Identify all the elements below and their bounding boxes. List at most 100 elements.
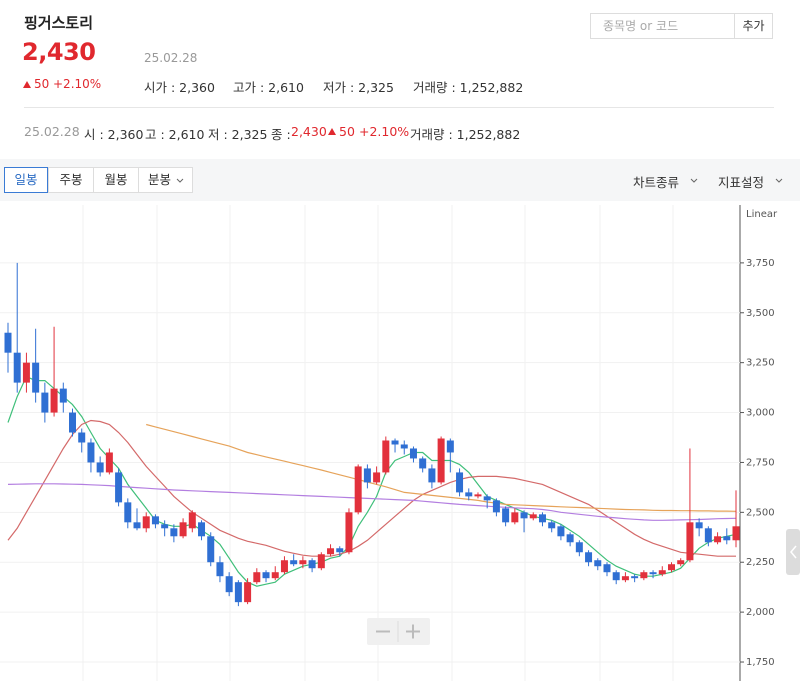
y-tick-label: 3,250 <box>746 358 775 369</box>
candle-body <box>151 516 159 525</box>
chevron <box>775 178 783 183</box>
y-tick-label: 1,750 <box>746 657 775 668</box>
candle-body <box>677 560 685 565</box>
candle-body <box>299 560 307 565</box>
side-toggle-icon <box>790 545 797 559</box>
up-icon <box>23 81 31 88</box>
y-tick-label: 2,000 <box>746 607 775 618</box>
stat: 고가 : 2,610 <box>233 80 304 95</box>
candle-body <box>22 362 30 383</box>
chevron <box>690 178 698 183</box>
add-button[interactable]: 추가 <box>734 13 773 39</box>
candle-body <box>585 552 593 563</box>
candle-body <box>631 576 639 579</box>
candle-body <box>732 526 740 541</box>
candle-body <box>575 542 583 553</box>
y-tick-label: 2,500 <box>746 507 775 518</box>
tab[interactable]: 주봉 <box>48 167 94 193</box>
candle-body <box>465 492 473 497</box>
detail-open: 시 : 2,360 <box>84 127 144 142</box>
detail-change-pct: +2.10% <box>359 124 410 139</box>
candle-body <box>557 526 565 537</box>
candle-body <box>437 438 445 483</box>
detail-close: 2,430 <box>291 124 327 139</box>
candle-body <box>216 562 224 577</box>
stat: 저가 : 2,325 <box>323 80 394 95</box>
stat: 거래량 : 1,252,882 <box>413 80 524 95</box>
candle-body <box>373 472 381 483</box>
y-tick-label: 3,000 <box>746 408 775 419</box>
candle-body <box>391 440 399 445</box>
candle-body <box>13 352 21 383</box>
candle-body <box>105 452 113 473</box>
detail-date: 25.02.28 <box>24 124 80 139</box>
candle-body <box>621 576 629 581</box>
candle-body <box>69 412 77 433</box>
candle-body <box>695 522 703 529</box>
candle-body <box>308 560 316 569</box>
candle-body <box>548 522 556 529</box>
candle-body <box>492 500 500 513</box>
current-price: 2,430 <box>22 38 96 66</box>
up-icon <box>328 128 336 135</box>
candle-body <box>428 468 436 483</box>
candle-body <box>50 388 58 413</box>
separator <box>24 107 774 108</box>
candle-body <box>262 572 270 579</box>
candle-body <box>474 494 482 497</box>
candle-body <box>133 522 141 529</box>
chart-type-menu[interactable]: 차트종류 <box>633 175 680 190</box>
candle-body <box>456 472 464 493</box>
candle-body <box>142 516 150 529</box>
candle-body <box>354 466 362 513</box>
side-toggle[interactable] <box>786 529 800 575</box>
candle-body <box>640 572 648 579</box>
stat: 시가 : 2,360 <box>144 80 215 95</box>
tab[interactable]: 분봉 <box>138 167 193 193</box>
candle-body <box>382 440 390 473</box>
stock-name: 핑거스토리 <box>24 14 94 32</box>
detail-low: 저 : 2,325 <box>208 127 268 142</box>
scale-label: Linear <box>746 209 778 220</box>
candle-body <box>649 572 657 575</box>
candle-body <box>511 512 519 523</box>
candle-body <box>658 570 666 575</box>
moving-average <box>146 423 737 512</box>
candle-body <box>207 536 215 563</box>
candle-body <box>704 528 712 543</box>
candle-body <box>603 564 611 573</box>
candle-body <box>4 332 12 353</box>
change: 50 <box>34 77 50 91</box>
candle-body <box>87 442 95 463</box>
search-input[interactable]: 종목명 or 코드 <box>590 13 735 39</box>
indicator-menu[interactable]: 지표설정 <box>718 175 765 190</box>
candle-body <box>327 548 335 555</box>
y-tick-label: 2,750 <box>746 457 775 468</box>
chevron <box>176 178 184 183</box>
detail-volume: 거래량 : 1,252,882 <box>410 127 521 142</box>
candle-body <box>271 572 279 579</box>
moving-average <box>7 375 737 587</box>
zoom-control[interactable] <box>367 618 430 645</box>
tab[interactable]: 일봉 <box>4 167 48 193</box>
change-pct: +2.10% <box>53 77 102 91</box>
candle-body <box>538 514 546 523</box>
tab[interactable]: 월봉 <box>93 167 139 193</box>
candle-body <box>483 496 491 501</box>
candle-body <box>234 582 242 603</box>
candle-body <box>78 432 86 443</box>
candle-body <box>188 512 196 529</box>
candle-body <box>612 572 620 581</box>
candle-body <box>363 468 371 483</box>
y-tick-label: 3,750 <box>746 258 775 269</box>
y-tick-label: 3,500 <box>746 308 775 319</box>
candle-body <box>170 528 178 537</box>
candle-body <box>336 548 344 553</box>
candle-body <box>290 560 298 565</box>
candle-body <box>198 522 206 537</box>
candle-body <box>96 462 104 473</box>
candle-body <box>686 522 694 561</box>
vertical-grid <box>82 205 674 681</box>
